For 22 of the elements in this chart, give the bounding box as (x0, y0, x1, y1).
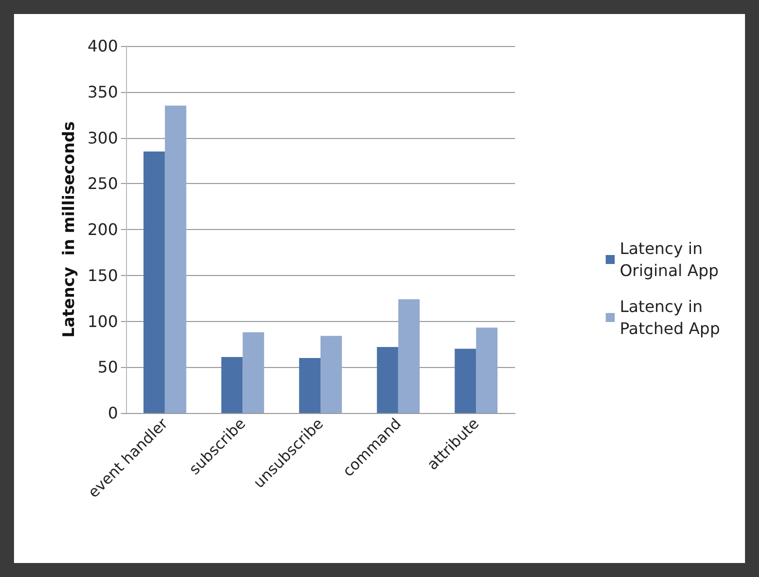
y-tick-label: 300 (87, 128, 118, 148)
y-tick-label: 350 (87, 82, 118, 102)
bar (320, 336, 342, 413)
bar (299, 358, 320, 413)
y-tick-label: 100 (87, 312, 118, 331)
bar (144, 152, 165, 413)
legend-label: Latency in Patched App (620, 297, 720, 338)
y-tick-label: 150 (87, 266, 118, 285)
bar (242, 332, 264, 413)
bar (454, 348, 476, 413)
y-tick-label: 200 (87, 220, 118, 239)
y-axis-title: Latency in milliseconds (59, 121, 78, 338)
legend-label: Latency in Original App (620, 239, 719, 280)
bar (398, 299, 420, 413)
bar (376, 346, 398, 413)
bar (476, 328, 498, 413)
y-tick-label: 400 (87, 36, 118, 56)
y-tick-label: 0 (108, 404, 118, 422)
bar (221, 357, 243, 413)
y-tick-label: 50 (98, 358, 118, 377)
y-tick-label: 250 (87, 174, 118, 194)
bar (164, 106, 186, 413)
